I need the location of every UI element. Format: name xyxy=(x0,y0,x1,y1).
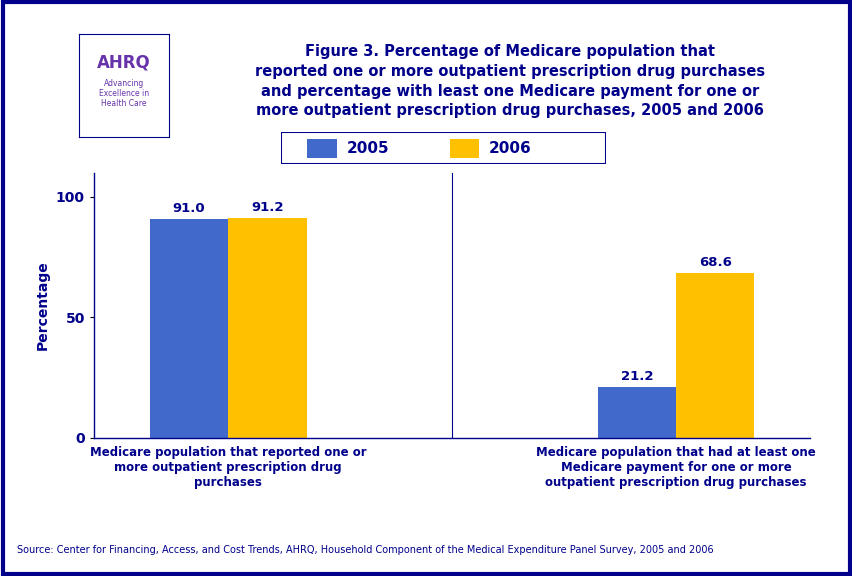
Y-axis label: Percentage: Percentage xyxy=(36,260,50,350)
Text: Figure 3. Percentage of Medicare population that
reported one or more outpatient: Figure 3. Percentage of Medicare populat… xyxy=(255,44,764,119)
Text: 2006: 2006 xyxy=(488,141,531,156)
Bar xyxy=(597,386,676,438)
Bar xyxy=(307,139,337,158)
Text: HHS: HHS xyxy=(28,79,58,92)
Text: Source: Center for Financing, Access, and Cost Trends, AHRQ, Household Component: Source: Center for Financing, Access, an… xyxy=(17,545,712,555)
Text: 21.2: 21.2 xyxy=(620,370,653,383)
Text: 68.6: 68.6 xyxy=(698,256,731,269)
Text: AHRQ: AHRQ xyxy=(97,54,151,71)
Bar xyxy=(675,272,753,438)
Bar xyxy=(150,218,227,438)
Bar xyxy=(450,139,479,158)
Text: 91.0: 91.0 xyxy=(172,202,205,215)
Text: 91.2: 91.2 xyxy=(250,202,283,214)
Bar xyxy=(228,218,306,438)
Text: 2005: 2005 xyxy=(346,141,389,156)
Text: Advancing
Excellence in
Health Care: Advancing Excellence in Health Care xyxy=(99,78,149,108)
